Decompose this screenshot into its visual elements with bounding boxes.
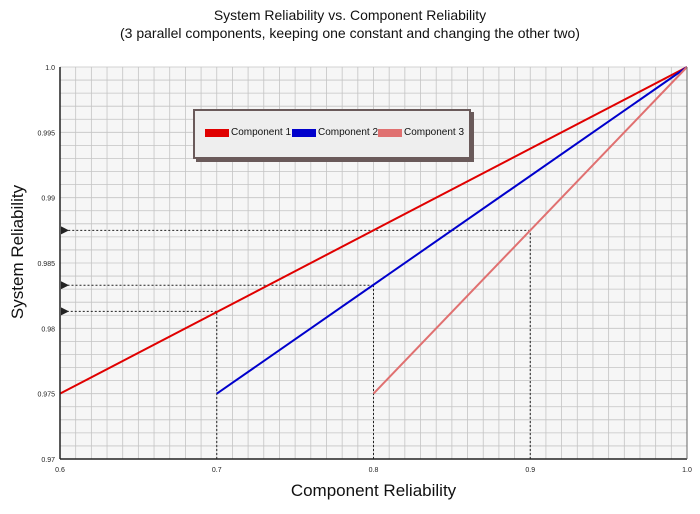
- chart-subtitle: (3 parallel components, keeping one cons…: [120, 25, 580, 41]
- x-tick-label: 0.6: [55, 467, 65, 474]
- legend-label-component-1: Component 1: [231, 127, 292, 138]
- x-tick-label: 0.7: [212, 467, 222, 474]
- series-line-component-2: [216, 66, 688, 395]
- legend-swatch-component-1: [205, 129, 229, 137]
- y-tick-label: 1.0: [45, 65, 55, 72]
- legend: Component 1 Component 2 Component 3: [193, 109, 471, 159]
- legend-swatch-component-3: [378, 129, 402, 137]
- y-tick-label: 0.98: [41, 326, 55, 333]
- x-axis-label: Component Reliability: [290, 481, 457, 500]
- x-tick-label: 0.8: [369, 467, 379, 474]
- x-tick-label: 1.0: [682, 467, 692, 474]
- axes: [59, 67, 688, 460]
- legend-label-component-3: Component 3: [404, 127, 465, 138]
- legend-swatch-component-2: [292, 129, 316, 137]
- y-tick-label: 0.985: [37, 261, 55, 268]
- series-lines: [59, 66, 688, 395]
- y-axis-label: System Reliability: [8, 184, 27, 320]
- y-tick-label: 0.995: [37, 130, 55, 137]
- series-line-component-1: [59, 66, 688, 395]
- y-tick-label: 0.975: [37, 392, 55, 399]
- y-tick-label: 0.99: [41, 196, 55, 203]
- x-tick-label: 0.9: [525, 467, 535, 474]
- y-tick-label: 0.97: [41, 457, 55, 464]
- tick-labels: 0.6 0.7 0.8 0.9 1.0 0.97 0.975 0.98 0.985 0.99 0.9…: [37, 65, 692, 474]
- series-line-component-3: [372, 66, 688, 395]
- legend-label-component-2: Component 2: [318, 127, 379, 138]
- chart-title: System Reliability vs. Component Reliabi…: [213, 7, 487, 23]
